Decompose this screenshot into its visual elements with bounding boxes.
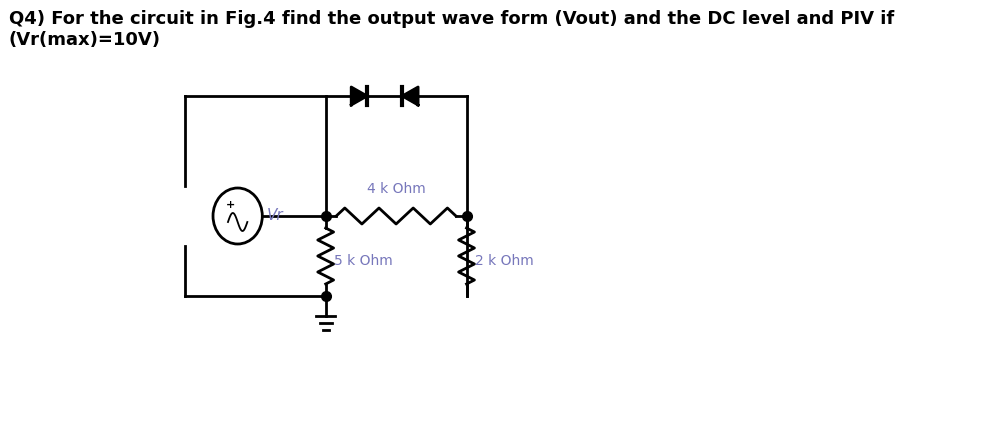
Text: 4 k Ohm: 4 k Ohm xyxy=(366,182,425,196)
Polygon shape xyxy=(351,87,367,105)
Text: 5 k Ohm: 5 k Ohm xyxy=(334,254,393,268)
Text: Q4) For the circuit in Fig.4 find the output wave form (Vout) and the DC level a: Q4) For the circuit in Fig.4 find the ou… xyxy=(9,10,894,28)
Text: (Vr(max)=10V): (Vr(max)=10V) xyxy=(9,31,161,49)
Text: Vr: Vr xyxy=(266,208,283,224)
Text: 2 k Ohm: 2 k Ohm xyxy=(475,254,534,268)
Polygon shape xyxy=(402,87,418,105)
Text: +: + xyxy=(226,200,236,210)
